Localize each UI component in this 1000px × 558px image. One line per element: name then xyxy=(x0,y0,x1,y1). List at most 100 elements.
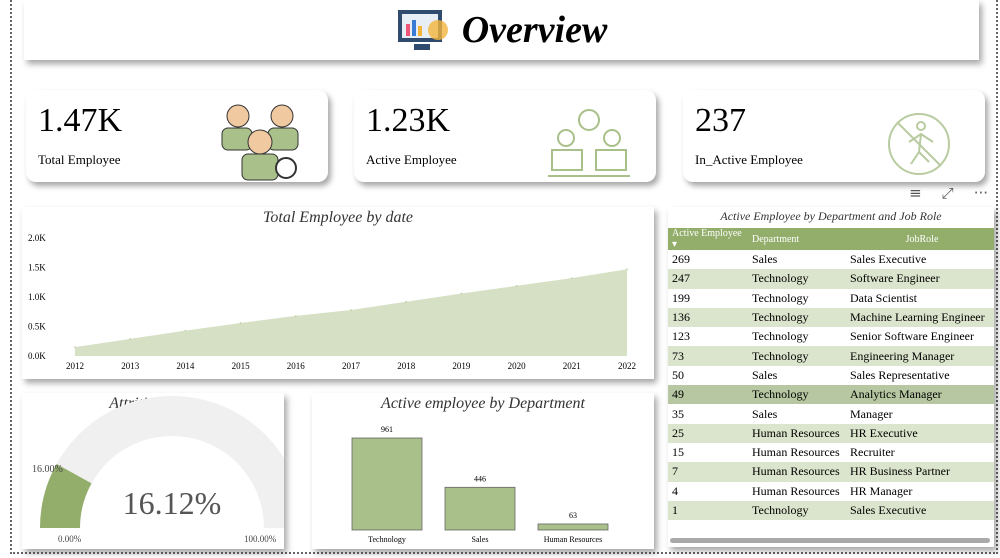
table-cell: 50 xyxy=(672,367,684,382)
table-cell: Human Resources xyxy=(748,462,846,482)
table-cell: Recruiter xyxy=(850,445,895,460)
inactive-person-icon xyxy=(888,113,950,175)
kpi-inactive-employee[interactable]: 237 In_Active Employee xyxy=(683,90,985,182)
gauge-track xyxy=(40,396,284,528)
data-point xyxy=(571,277,573,279)
table-cell: Technology xyxy=(748,385,846,405)
more-options-icon[interactable]: ··· xyxy=(973,184,988,202)
table-row[interactable]: 35 Sales Manager xyxy=(668,404,994,423)
data-point xyxy=(239,322,242,324)
table-cell: HR Business Partner xyxy=(846,462,994,482)
data-point xyxy=(405,300,408,303)
table-title: Active Employee by Department and Job Ro… xyxy=(720,209,942,223)
column-header-active-employee[interactable]: Active Employee ▾ xyxy=(668,228,748,250)
table-row[interactable]: 73 Technology Engineering Manager xyxy=(668,346,994,366)
x-tick-label: 2020 xyxy=(508,361,527,371)
table-row[interactable]: 269 Sales Sales Executive xyxy=(668,250,994,269)
canvas-border xyxy=(10,0,998,554)
table-cell: Human Resources xyxy=(748,423,846,443)
table-row[interactable]: 4 Human Resources HR Manager xyxy=(668,482,994,501)
department-jobrole-table[interactable]: Active Employee by Department and Job Ro… xyxy=(668,207,994,547)
y-tick-label: 1.5K xyxy=(28,263,46,273)
table-cell: HR Executive xyxy=(846,423,994,443)
table-cell: 35 xyxy=(672,406,684,421)
kpi-value: 1.23K xyxy=(366,102,451,139)
data-point xyxy=(74,346,76,348)
table-row[interactable]: 247 Technology Software Engineer xyxy=(668,269,994,289)
table-cell: 136 xyxy=(668,307,748,328)
header-banner: Overview xyxy=(24,0,979,60)
total-employee-chart[interactable]: Total Employee by date 0.0K 0.5K 1.0K 1.5K 2… xyxy=(22,207,654,379)
table-row[interactable]: 7 Human Resources HR Business Partner xyxy=(668,462,994,482)
table-row[interactable]: 199 Technology Data Scientist xyxy=(668,289,994,308)
horizontal-scrollbar[interactable] xyxy=(670,538,990,543)
column-header-jobrole[interactable]: JobRole xyxy=(846,228,994,250)
data-label: 961 xyxy=(381,425,393,434)
y-tick-label: 0.5K xyxy=(28,322,46,332)
x-tick-label: Technology xyxy=(368,535,406,544)
data-label: 63 xyxy=(569,511,577,520)
data-point xyxy=(295,315,297,317)
x-tick-label: 2019 xyxy=(452,361,471,371)
x-tick-label: 2012 xyxy=(66,361,84,371)
chart-title: Active employee by Department xyxy=(381,395,585,412)
table-cell: Sales Executive xyxy=(846,500,994,521)
table-cell: Sales xyxy=(752,252,778,267)
x-tick-label: 2022 xyxy=(618,361,636,371)
table-cell: Technology xyxy=(752,290,809,305)
table-cell: 25 xyxy=(668,423,748,443)
data-table: Active Employee ▾ Department JobRole 269… xyxy=(668,228,994,521)
table-cell: Sales xyxy=(752,367,778,382)
visual-header-toolbar: ≡ ⤢ ··· xyxy=(909,184,988,202)
x-tick-label: 2017 xyxy=(342,361,361,371)
active-by-department-chart[interactable]: Active employee by Department 961 Technol… xyxy=(312,393,654,549)
table-cell: Analytics Manager xyxy=(846,385,994,405)
x-tick-label: Human Resources xyxy=(544,535,602,544)
table-row[interactable]: 50 Sales Sales Representative xyxy=(668,366,994,385)
kpi-active-employee[interactable]: 1.23K Active Employee xyxy=(354,90,656,182)
kpi-value: 1.47K xyxy=(38,102,123,139)
table-cell: Technology xyxy=(748,307,846,328)
kpi-label: Total Employee xyxy=(38,152,121,167)
table-cell: 7 xyxy=(668,462,748,482)
table-cell: 199 xyxy=(672,290,690,305)
column-header-department[interactable]: Department xyxy=(748,228,846,250)
gauge-min-label: 0.00% xyxy=(58,534,82,544)
table-row[interactable]: 49 Technology Analytics Manager xyxy=(668,385,994,405)
table-cell: Software Engineer xyxy=(846,269,994,289)
kpi-value: 237 xyxy=(695,102,746,139)
data-point xyxy=(184,329,187,332)
data-point xyxy=(515,284,518,287)
table-cell: 49 xyxy=(668,385,748,405)
x-tick-label: 2016 xyxy=(287,361,306,371)
dashboard-monitor-icon xyxy=(397,10,448,50)
y-tick-label: 0.0K xyxy=(28,351,46,361)
gauge-value: 16.12% xyxy=(123,485,222,521)
table-cell: 73 xyxy=(668,346,748,366)
table-row[interactable]: 25 Human Resources HR Executive xyxy=(668,423,994,443)
kpi-total-employee[interactable]: 1.47K Total Employee xyxy=(26,90,328,182)
table-row[interactable]: 136 Technology Machine Learning Engineer xyxy=(668,307,994,328)
kpi-label: In_Active Employee xyxy=(695,152,803,167)
x-tick-label: Sales xyxy=(472,535,489,544)
data-point xyxy=(460,292,463,295)
table-cell: 269 xyxy=(672,252,690,267)
table-cell: Technology xyxy=(748,346,846,366)
bar xyxy=(537,523,609,531)
gauge-max-label: 100.00% xyxy=(244,534,277,544)
filter-icon[interactable]: ≡ xyxy=(909,184,922,202)
table-cell: Technology xyxy=(752,329,809,344)
table-row[interactable]: 123 Technology Senior Software Engineer xyxy=(668,327,994,346)
table-cell: Machine Learning Engineer xyxy=(846,307,994,328)
table-cell: Human Resources xyxy=(752,483,840,498)
data-point xyxy=(350,309,352,311)
focus-mode-icon[interactable]: ⤢ xyxy=(941,184,954,202)
table-row[interactable]: 1 Technology Sales Executive xyxy=(668,500,994,521)
gauge-fill xyxy=(40,463,92,528)
table-cell: HR Manager xyxy=(850,483,913,498)
table-row[interactable]: 15 Human Resources Recruiter xyxy=(668,443,994,462)
table-cell: 1 xyxy=(668,500,748,521)
people-group-icon xyxy=(221,104,299,181)
data-point xyxy=(129,338,131,340)
attrition-rate-gauge[interactable]: Attrition Rate 16.12%16.00%0.00%100.00% xyxy=(22,393,284,549)
